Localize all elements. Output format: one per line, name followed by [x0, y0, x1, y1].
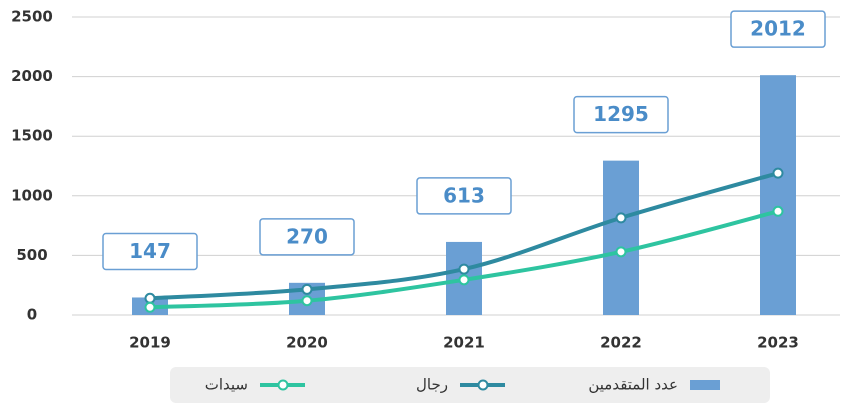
legend-marker	[477, 379, 489, 391]
legend-swatch	[690, 380, 720, 390]
point	[301, 283, 313, 295]
x-tick-label: 2019	[129, 334, 171, 352]
bar	[760, 75, 796, 315]
value-label: 2012	[750, 17, 806, 41]
point	[144, 292, 156, 304]
point	[458, 263, 470, 275]
value-label-box	[102, 232, 198, 271]
value-label-box	[573, 95, 669, 134]
y-tick-label: 1500	[11, 127, 53, 145]
legend-label: عدد المتقدمين	[588, 376, 678, 394]
value-label: 147	[129, 239, 171, 263]
x-tick-label: 2023	[757, 334, 799, 352]
legend-marker	[277, 379, 289, 391]
y-tick-label: 0	[27, 306, 37, 324]
y-tick-label: 2000	[11, 67, 53, 85]
value-label-box	[730, 10, 826, 48]
point	[301, 295, 313, 307]
value-label-box	[259, 218, 355, 256]
point	[458, 274, 470, 286]
point	[615, 246, 627, 258]
legend-label: سيدات	[205, 376, 248, 394]
value-label: 613	[443, 183, 485, 207]
point	[772, 167, 784, 179]
bar	[603, 160, 639, 315]
value-label: 1295	[593, 102, 649, 126]
value-label: 270	[286, 224, 328, 248]
point	[772, 205, 784, 217]
x-tick-label: 2020	[286, 334, 328, 352]
x-tick-label: 2021	[443, 334, 485, 352]
y-tick-label: 2500	[11, 8, 53, 26]
y-tick-label: 500	[16, 246, 47, 264]
value-label-box	[416, 177, 512, 215]
point	[615, 212, 627, 224]
x-tick-label: 2022	[600, 334, 642, 352]
y-tick-label: 1000	[11, 186, 53, 204]
legend-label: رجال	[416, 376, 448, 394]
point	[144, 301, 156, 313]
